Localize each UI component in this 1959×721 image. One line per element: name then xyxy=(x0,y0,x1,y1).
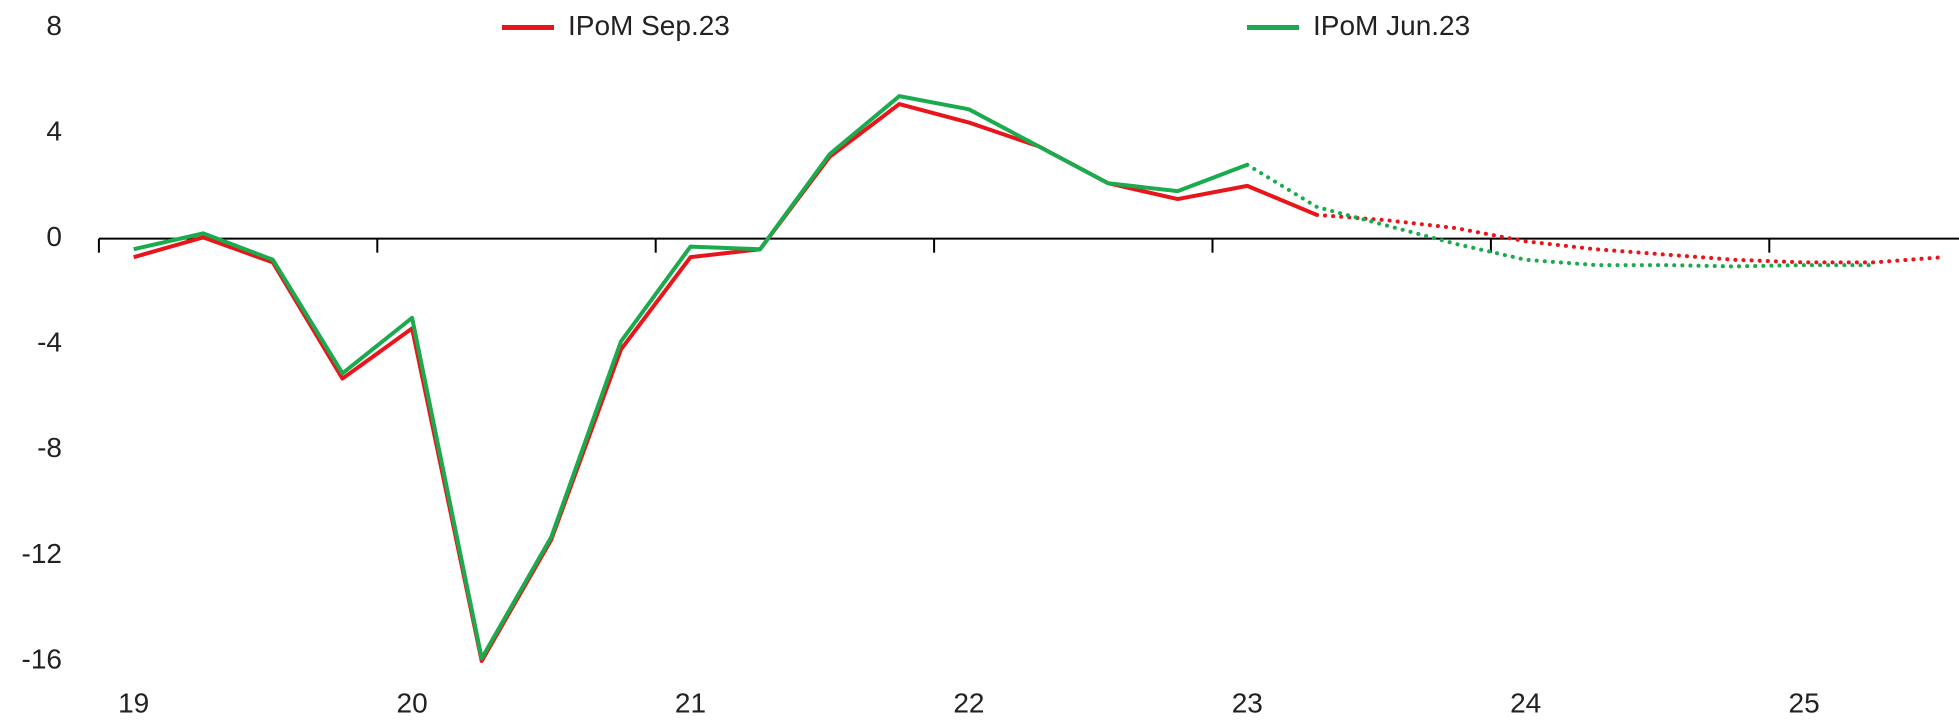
x-tick-label: 19 xyxy=(118,687,149,718)
y-tick-label: -16 xyxy=(22,643,62,674)
y-tick-label: 0 xyxy=(46,221,62,252)
x-tick-label: 23 xyxy=(1232,687,1263,718)
legend-label: IPoM Sep.23 xyxy=(568,10,730,41)
legend-label: IPoM Jun.23 xyxy=(1313,10,1470,41)
x-tick-label: 20 xyxy=(397,687,428,718)
y-tick-label: 4 xyxy=(46,115,62,146)
y-tick-label: -4 xyxy=(37,327,62,358)
line xyxy=(133,94,1249,661)
y-tick-label: 8 xyxy=(46,10,62,41)
forecast-line xyxy=(1314,212,1946,265)
forecast-line xyxy=(1245,162,1876,269)
y-tick-label: -8 xyxy=(37,432,62,463)
x-tick-label: 25 xyxy=(1789,687,1820,718)
y-tick-label: -12 xyxy=(22,538,62,569)
x-tick-label: 24 xyxy=(1510,687,1541,718)
x-tick-label: 21 xyxy=(675,687,706,718)
x-tick-label: 22 xyxy=(953,687,984,718)
